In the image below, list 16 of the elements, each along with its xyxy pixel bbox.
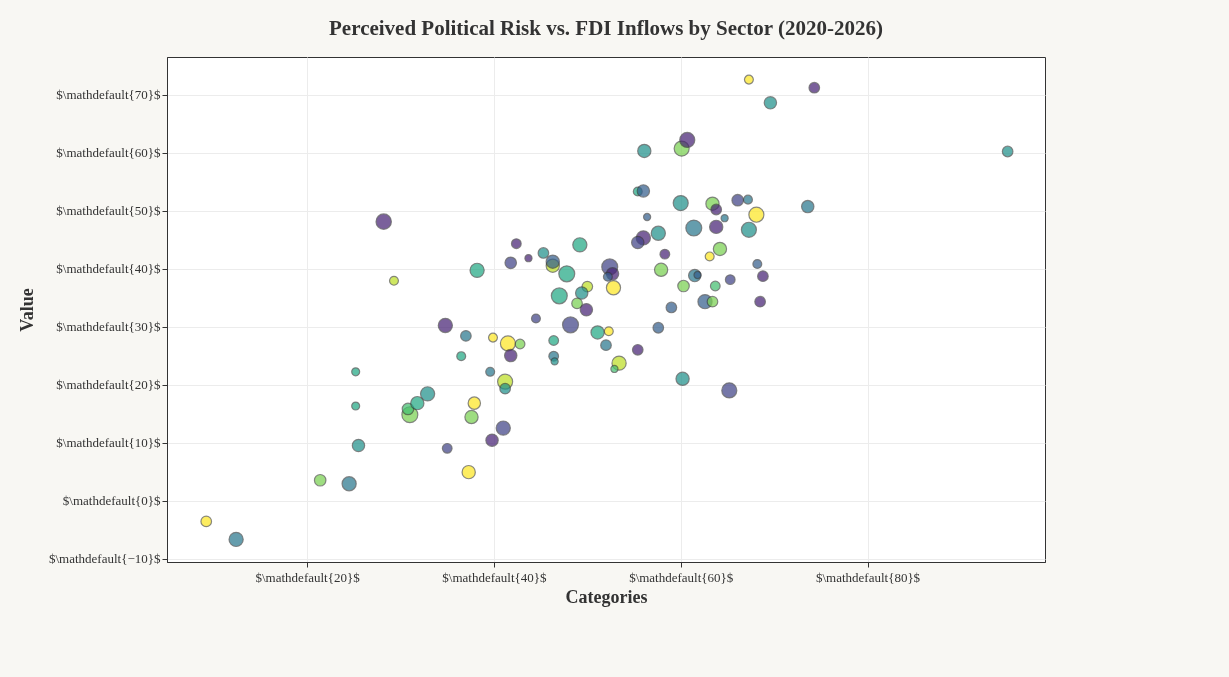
y-axis-title: Value [16,288,37,332]
x-tick-label: $\mathdefault{60}$ [629,569,734,585]
x-tick-label: $\mathdefault{20}$ [255,569,361,585]
y-tick-label: $\mathdefault{40}$ [56,261,161,277]
x-tick-label: $\mathdefault{40}$ [442,569,547,585]
y-tick-label: $\mathdefault{70}$ [56,87,161,103]
x-axis-title: Categories [565,586,648,607]
y-tick-label: $\mathdefault{30}$ [56,319,161,335]
y-tick-label: $\mathdefault{20}$ [56,377,161,393]
chart-title: Perceived Political Risk vs. FDI Inflows by Sector (2020-2026) [329,16,883,40]
y-tick-label: $\mathdefault{−10}$ [48,551,161,567]
y-tick-label: $\mathdefault{10}$ [56,435,161,451]
y-tick-label: $\mathdefault{0}$ [62,493,161,509]
y-tick-label: $\mathdefault{50}$ [56,203,161,219]
x-tick-label: $\mathdefault{80}$ [815,569,921,585]
y-tick-label: $\mathdefault{60}$ [56,145,161,161]
